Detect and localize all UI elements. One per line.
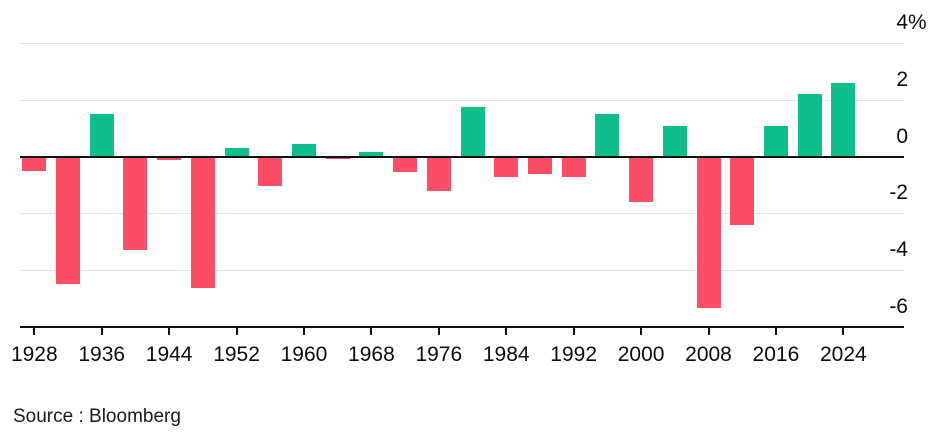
x-tick-label-2008: 2008 — [685, 343, 732, 366]
y-tick-label-2: 2 — [896, 68, 908, 92]
bar-1972 — [393, 156, 418, 173]
x-tick-label-2024: 2024 — [819, 343, 867, 366]
gridline-2 — [20, 99, 904, 101]
gridline-4 — [20, 42, 904, 44]
x-tick-2016 — [774, 327, 777, 335]
x-tick-label-2016: 2016 — [752, 343, 800, 366]
y-tick-label-0: 0 — [896, 124, 908, 148]
x-tick-label-1992: 1992 — [550, 343, 598, 366]
x-axis-line — [20, 325, 904, 328]
bar-1952 — [224, 148, 249, 157]
y-tick-label--2: -2 — [889, 181, 908, 205]
x-tick-1976 — [437, 327, 440, 335]
bar-1948 — [190, 156, 215, 289]
bar-1964 — [325, 156, 350, 159]
x-tick-label-1960: 1960 — [280, 343, 328, 366]
x-tick-label-1928: 1928 — [10, 343, 58, 366]
bar-1936 — [89, 114, 114, 157]
x-tick-label-2000: 2000 — [617, 343, 665, 366]
source-caption: Source : Bloomberg — [13, 406, 181, 427]
gridline--2 — [20, 212, 904, 214]
x-tick-1992 — [572, 327, 575, 335]
bar-1940 — [123, 156, 148, 251]
x-tick-label-1976: 1976 — [415, 343, 463, 366]
x-tick-2008 — [707, 327, 710, 335]
bar-1932 — [56, 156, 80, 285]
bar-1996 — [595, 114, 620, 157]
x-tick-2000 — [640, 327, 643, 335]
x-tick-1984 — [505, 327, 508, 335]
x-tick-2024 — [842, 327, 845, 335]
bar-1976 — [426, 156, 451, 191]
bar-1956 — [258, 156, 283, 187]
y-tick-label--6: -6 — [889, 294, 908, 318]
bar-1968 — [359, 151, 384, 157]
x-tick-label-1944: 1944 — [145, 343, 193, 366]
bar-2000 — [629, 156, 654, 202]
bar-2008 — [696, 156, 721, 309]
bar-1928 — [22, 156, 47, 171]
x-tick-label-1952: 1952 — [213, 343, 260, 366]
bar-2024 — [831, 83, 856, 157]
bar-1960 — [291, 143, 316, 157]
zero-baseline — [20, 155, 904, 158]
y-tick-label--4: -4 — [889, 238, 908, 262]
bar-1980 — [460, 107, 485, 157]
bar-2016 — [763, 125, 788, 157]
bar-2012 — [730, 156, 755, 225]
x-tick-label-1984: 1984 — [482, 343, 530, 366]
bar-1988 — [527, 156, 552, 175]
x-tick-1944 — [168, 327, 171, 335]
bar-1992 — [561, 156, 586, 177]
x-tick-1928 — [33, 327, 36, 335]
gridline--4 — [20, 269, 904, 271]
x-tick-1952 — [235, 327, 238, 335]
x-tick-1936 — [100, 327, 103, 335]
bar-1944 — [157, 156, 182, 161]
bar-1984 — [494, 156, 519, 177]
x-tick-label-1968: 1968 — [348, 343, 395, 366]
x-tick-label-1936: 1936 — [78, 343, 126, 366]
x-tick-1960 — [302, 327, 305, 335]
x-tick-1968 — [370, 327, 373, 335]
y-tick-label-4: 4% — [896, 11, 927, 35]
bar-2020 — [797, 94, 822, 157]
percent-sign: % — [908, 11, 927, 35]
bar-2004 — [662, 125, 687, 157]
